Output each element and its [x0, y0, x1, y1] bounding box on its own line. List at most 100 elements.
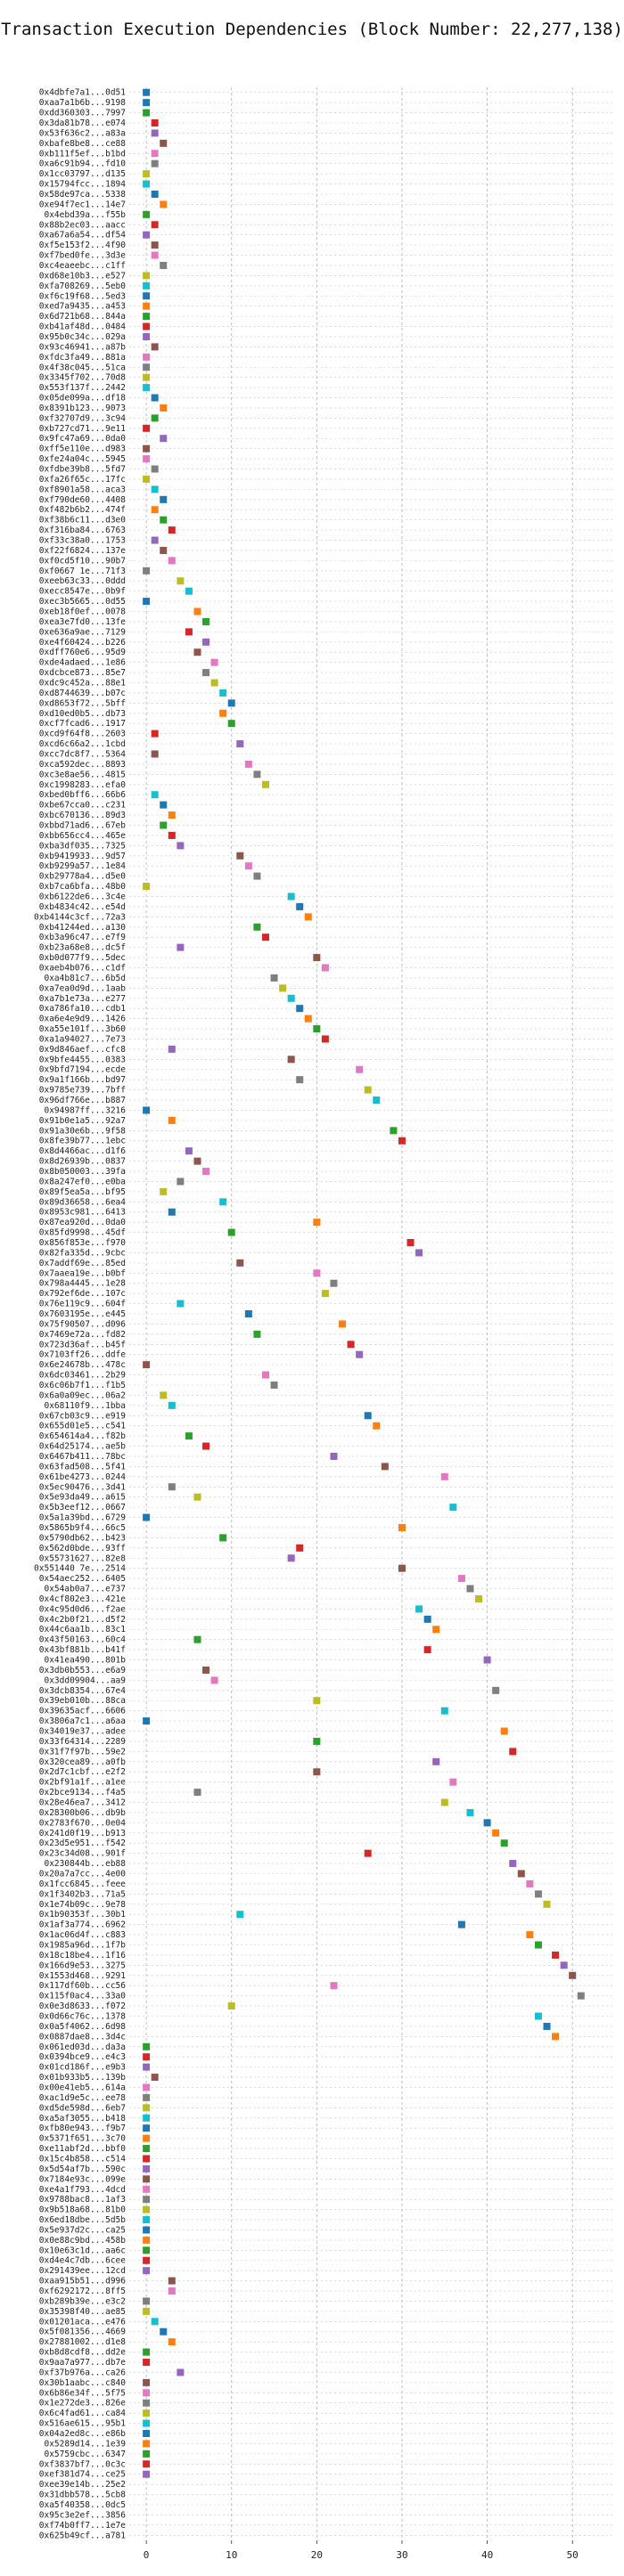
- y-tick-label: 0x27881002...d1e8: [39, 2337, 127, 2347]
- y-tick-label: 0x82fa335d...9cbc: [39, 1248, 126, 1258]
- y-tick-label: 0x654614a4...f82b: [39, 1431, 127, 1441]
- y-tick-label: 0x95b0c34c...029a: [39, 332, 126, 342]
- y-tick-label: 0x39eb010b...88ca: [39, 1696, 126, 1706]
- data-point: [143, 2297, 151, 2305]
- y-tick-label: 0x5790db62...b423: [39, 1533, 126, 1543]
- y-tick-label: 0x1cc03797...d135: [39, 169, 126, 179]
- y-tick-label: 0x1fcc6845...feee: [39, 1879, 127, 1889]
- data-point: [143, 109, 151, 117]
- data-point: [177, 943, 185, 951]
- y-tick-label: 0x4c2b0f21...d5f2: [39, 1615, 126, 1625]
- data-point: [193, 1635, 201, 1643]
- y-tick-label: 0x18c18be4...1f16: [39, 1951, 127, 1961]
- data-point: [143, 2236, 151, 2244]
- data-point: [517, 1870, 525, 1878]
- data-point: [143, 2419, 151, 2427]
- data-point: [364, 1086, 372, 1094]
- data-point: [227, 699, 235, 707]
- data-point: [151, 2318, 159, 2326]
- y-tick-label: 0xca592dec...8893: [39, 760, 126, 770]
- y-tick-label: 0xf32707d9...3c94: [39, 413, 127, 423]
- data-point: [534, 1941, 542, 1949]
- data-point: [143, 363, 151, 371]
- y-tick-label: 0x30b1aabc...c840: [39, 2378, 127, 2388]
- y-tick-label: 0x89d36658...6ea4: [39, 1197, 127, 1207]
- y-tick-label: 0x53f636c2...a83a: [39, 128, 126, 138]
- data-point: [313, 954, 321, 962]
- data-point: [330, 1982, 338, 1990]
- y-tick-label: 0xfb80e943...f9b7: [39, 2124, 126, 2133]
- y-tick-label: 0xc3e8ae56...4815: [39, 770, 126, 779]
- y-tick-label: 0x9fc47a69...0da0: [39, 434, 127, 444]
- data-point: [296, 902, 304, 910]
- chart-title: Transaction Execution Dependencies (Bloc…: [1, 20, 623, 39]
- data-point: [151, 221, 159, 229]
- y-tick-label: 0x061ed03d...da3a: [39, 2042, 126, 2052]
- data-point: [168, 1401, 176, 1409]
- y-tick-label: 0xaa915b51...d996: [39, 2277, 127, 2287]
- data-point: [432, 1626, 440, 1634]
- data-point: [560, 1961, 568, 1969]
- data-point: [219, 1198, 227, 1206]
- data-point: [143, 2399, 151, 2407]
- data-point: [270, 974, 278, 982]
- y-tick-label: 0xb9299a57...1e84: [39, 861, 127, 871]
- y-tick-label: 0x61be4273...0244: [39, 1472, 127, 1482]
- data-point: [160, 139, 168, 147]
- y-tick-label: 0xf37b976a...ca26: [39, 2368, 127, 2377]
- data-point: [287, 893, 295, 901]
- data-point: [168, 526, 176, 534]
- y-tick-label: 0xaeb4b076...c1df: [39, 963, 126, 973]
- data-point: [552, 1951, 560, 1959]
- y-tick-label: 0xea3e7fd0...13fe: [39, 617, 127, 627]
- y-tick-label: 0x798a4445...1e28: [39, 1279, 127, 1289]
- y-tick-label: 0xa55e101f...3b60: [39, 1024, 127, 1034]
- y-tick-label: 0x5ec90476...3d41: [39, 1482, 127, 1492]
- x-tick-label: 20: [311, 2549, 323, 2561]
- y-tick-label: 0x0a5f4062...6d98: [39, 2022, 127, 2032]
- y-tick-label: 0x7aaea19e...b0bf: [39, 1268, 126, 1278]
- data-point: [440, 1472, 448, 1480]
- data-point: [143, 2470, 151, 2478]
- data-point: [440, 1707, 448, 1715]
- y-tick-label: 0xff5e110e...d983: [39, 444, 126, 454]
- y-tick-label: 0xdd360303...7997: [39, 109, 126, 118]
- data-point: [143, 2114, 151, 2122]
- data-point: [185, 1432, 193, 1440]
- data-point: [143, 2124, 151, 2132]
- y-tick-label: 0x5865b9f4...66c5: [39, 1523, 126, 1533]
- y-tick-label: 0x625b49cf...a781: [39, 2531, 127, 2540]
- data-point: [151, 159, 159, 167]
- data-point: [219, 709, 227, 717]
- data-point: [236, 1259, 244, 1267]
- y-tick-label: 0x7103ff26...ddfe: [39, 1350, 127, 1360]
- data-point: [151, 150, 159, 158]
- data-point: [143, 2246, 151, 2254]
- data-point: [347, 1341, 355, 1349]
- data-point: [244, 862, 252, 870]
- y-tick-label: 0x5289d14...1e39: [44, 2439, 126, 2449]
- y-tick-label: 0xef381d74...ce25: [39, 2470, 126, 2480]
- y-tick-label: 0xa6e4e9d9...1426: [39, 1015, 127, 1024]
- data-point: [356, 1350, 364, 1358]
- data-point: [492, 1686, 500, 1694]
- data-point: [236, 740, 244, 748]
- data-point: [236, 1911, 244, 1919]
- data-point: [177, 1178, 185, 1186]
- y-tick-label: 0x9bfe4455...0383: [39, 1055, 126, 1064]
- data-point: [143, 272, 151, 280]
- data-point: [143, 2440, 151, 2448]
- data-point: [577, 1992, 585, 2000]
- y-tick-label: 0xd10ed0b5...db73: [39, 709, 126, 719]
- y-tick-label: 0x0394bce9...e4c3: [39, 2052, 126, 2062]
- data-point: [193, 607, 201, 615]
- y-tick-label: 0x54ab0a7...e737: [44, 1585, 126, 1594]
- data-point: [313, 1025, 321, 1033]
- y-tick-label: 0x7184e93c...099e: [39, 2174, 127, 2184]
- y-tick-label: 0xf74b0ff7...1e7e: [39, 2521, 127, 2531]
- data-point: [143, 424, 151, 432]
- y-tick-label: 0x1e74b09c...9e78: [39, 1900, 127, 1910]
- data-point: [143, 373, 151, 381]
- y-tick-label: 0x9bfd7194...ecde: [39, 1065, 127, 1075]
- data-point: [330, 1452, 338, 1460]
